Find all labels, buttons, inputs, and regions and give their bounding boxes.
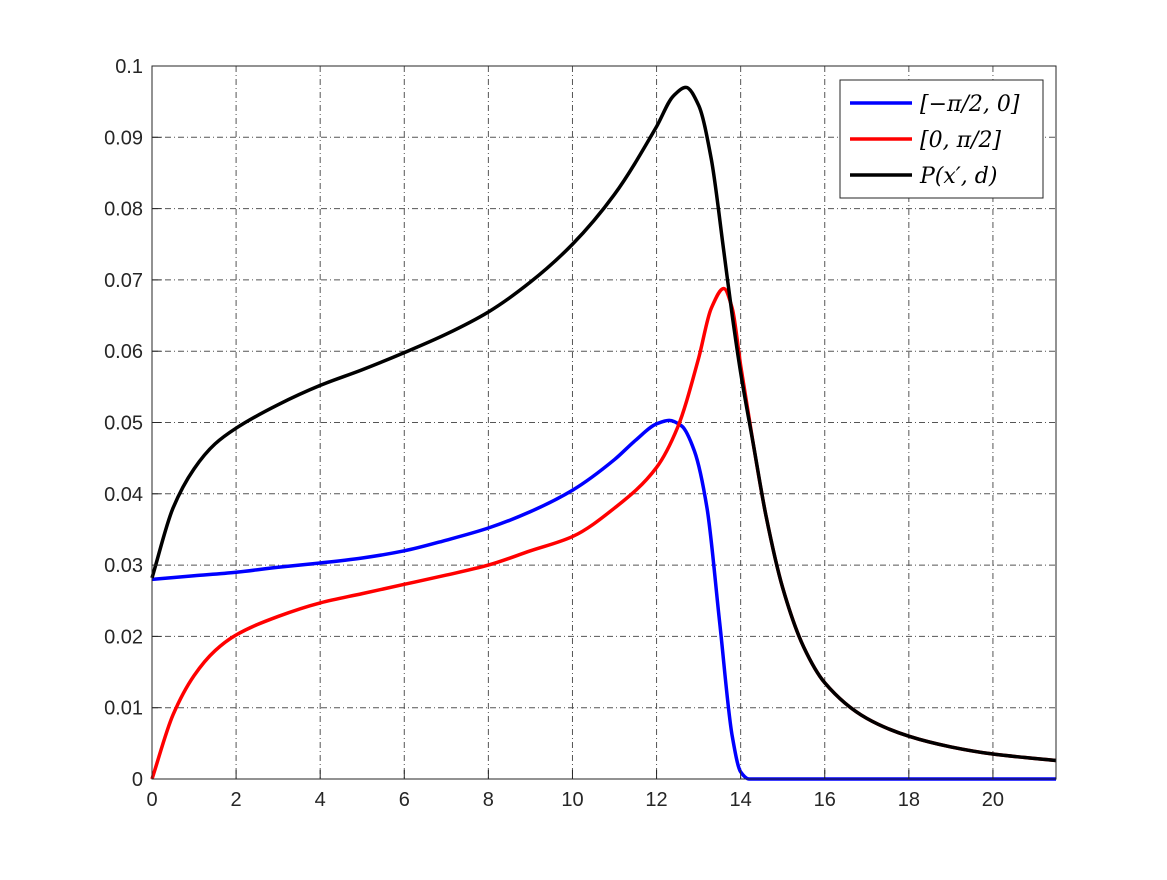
y-tick-label: 0.08 bbox=[104, 199, 143, 221]
x-tick-label: 0 bbox=[146, 789, 157, 811]
legend-label: P(x′, d) bbox=[919, 164, 997, 189]
y-tick-label: 0.05 bbox=[104, 413, 143, 435]
legend: [−π/2, 0] [0, π/2] P(x′, d) bbox=[839, 79, 1044, 199]
legend-label: [0, π/2] bbox=[920, 128, 1001, 153]
x-tick-label: 12 bbox=[645, 789, 667, 811]
x-tick-label: 16 bbox=[814, 789, 836, 811]
x-tick-label: 2 bbox=[231, 789, 242, 811]
y-tick-label: 0.01 bbox=[104, 698, 143, 720]
legend-label: [−π/2, 0] bbox=[920, 92, 1020, 117]
x-tick-label: 6 bbox=[399, 789, 410, 811]
x-tick-label: 20 bbox=[982, 789, 1004, 811]
x-tick-label: 14 bbox=[730, 789, 752, 811]
y-tick-label: 0.02 bbox=[104, 626, 143, 648]
series-line-3 bbox=[150, 85, 1057, 763]
x-tick-label: 4 bbox=[315, 789, 326, 811]
y-tick-label: 0.04 bbox=[104, 484, 143, 506]
axis-ticks: 0 2 4 6 8 10 12 14 16 18 20 0 0.01 0.02 0.03 0.04 0.05 0.… bbox=[104, 56, 1004, 811]
x-tick-label: 8 bbox=[483, 789, 494, 811]
y-tick-label: 0.03 bbox=[104, 555, 143, 577]
y-tick-label: 0 bbox=[132, 769, 143, 791]
y-tick-label: 0.1 bbox=[115, 56, 143, 78]
x-tick-label: 10 bbox=[561, 789, 583, 811]
y-tick-label: 0.09 bbox=[104, 127, 143, 149]
y-tick-label: 0.06 bbox=[104, 341, 143, 363]
x-tick-label: 18 bbox=[898, 789, 920, 811]
y-tick-label: 0.07 bbox=[104, 270, 143, 292]
